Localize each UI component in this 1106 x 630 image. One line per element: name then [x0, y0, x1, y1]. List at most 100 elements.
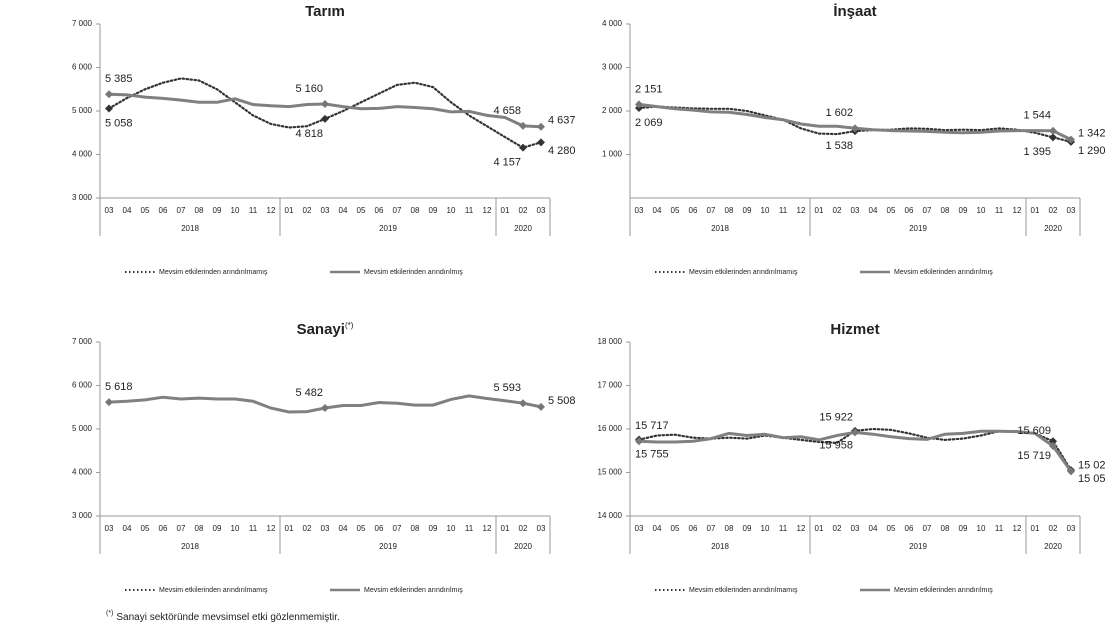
- x-tick-label: 12: [483, 206, 492, 215]
- x-tick-label: 11: [249, 524, 258, 533]
- x-tick-label: 03: [105, 206, 114, 215]
- point-marker: [1067, 467, 1075, 476]
- x-tick-label: 03: [851, 206, 860, 215]
- x-group-label: 2019: [909, 224, 927, 233]
- x-tick-label: 07: [707, 206, 716, 215]
- x-tick-label: 08: [411, 524, 420, 533]
- x-tick-label: 01: [501, 524, 510, 533]
- data-label: 2 151: [635, 83, 663, 95]
- chart-title-text: Hizmet: [830, 321, 879, 338]
- y-tick-label: 3 000: [72, 193, 93, 202]
- x-tick-label: 09: [959, 524, 968, 533]
- x-tick-label: 10: [231, 524, 240, 533]
- x-tick-label: 03: [105, 524, 114, 533]
- x-tick-label: 05: [887, 524, 896, 533]
- x-tick-label: 03: [1067, 206, 1076, 215]
- y-tick-label: 15 000: [598, 468, 623, 477]
- legend-label: Mevsim etkilerinden arındırılmamış: [159, 587, 268, 594]
- point-marker: [1067, 135, 1075, 144]
- data-label: 4 280: [548, 145, 576, 157]
- x-tick-label: 12: [267, 524, 276, 533]
- point-marker: [105, 90, 113, 99]
- point-marker: [321, 114, 329, 123]
- data-label: 4 658: [493, 105, 521, 117]
- y-tick-label: 7 000: [72, 337, 93, 346]
- data-label: 15 958: [819, 440, 853, 452]
- data-label: 15 025: [1078, 459, 1106, 471]
- x-tick-label: 10: [761, 206, 770, 215]
- footnote-text: Sanayi sektöründe mevsimsel etki gözlenm…: [116, 612, 339, 623]
- x-tick-label: 10: [761, 524, 770, 533]
- point-marker: [321, 404, 329, 413]
- x-tick-label: 10: [447, 206, 456, 215]
- x-tick-label: 03: [537, 524, 546, 533]
- point-marker: [537, 402, 545, 411]
- y-tick-label: 5 000: [72, 424, 93, 433]
- x-tick-label: 05: [357, 206, 366, 215]
- x-tick-label: 05: [671, 524, 680, 533]
- x-tick-label: 06: [159, 524, 168, 533]
- x-tick-label: 08: [941, 206, 950, 215]
- x-tick-label: 05: [141, 524, 150, 533]
- point-marker: [635, 100, 643, 109]
- data-label: 15 922: [819, 411, 853, 423]
- x-tick-label: 07: [707, 524, 716, 533]
- x-tick-label: 12: [1013, 524, 1022, 533]
- x-tick-label: 06: [905, 524, 914, 533]
- x-group-label: 2020: [514, 224, 532, 233]
- y-tick-label: 6 000: [72, 63, 93, 72]
- data-label: 2 069: [635, 117, 663, 129]
- x-tick-label: 01: [1031, 206, 1040, 215]
- y-tick-label: 4 000: [72, 150, 93, 159]
- x-tick-label: 09: [429, 206, 438, 215]
- point-marker: [537, 122, 545, 131]
- x-tick-label: 02: [519, 206, 528, 215]
- x-tick-label: 01: [1031, 524, 1040, 533]
- point-marker: [519, 121, 527, 130]
- x-tick-label: 11: [249, 206, 258, 215]
- x-group-label: 2018: [181, 224, 199, 233]
- x-tick-label: 12: [797, 524, 806, 533]
- x-group-label: 2019: [909, 542, 927, 551]
- x-tick-label: 02: [833, 524, 842, 533]
- x-tick-label: 11: [995, 524, 1004, 533]
- y-tick-label: 17 000: [598, 381, 623, 390]
- x-tick-label: 09: [213, 524, 222, 533]
- x-tick-label: 08: [411, 206, 420, 215]
- point-marker: [321, 100, 329, 109]
- x-group-label: 2019: [379, 542, 397, 551]
- point-marker: [519, 399, 527, 408]
- data-label: 5 160: [295, 83, 323, 95]
- legend-label: Mevsim etkilerinden arındırılmamış: [689, 269, 798, 276]
- data-label: 1 538: [825, 140, 853, 152]
- point-marker: [1049, 133, 1057, 142]
- data-label: 5 482: [295, 387, 323, 399]
- y-tick-label: 3 000: [72, 511, 93, 520]
- x-tick-label: 08: [941, 524, 950, 533]
- legend-label: Mevsim etkilerinden arındırılmış: [894, 587, 993, 594]
- data-label: 15 719: [1017, 450, 1051, 462]
- legend-label: Mevsim etkilerinden arındırılmış: [364, 587, 463, 594]
- x-tick-label: 03: [851, 524, 860, 533]
- x-group-label: 2019: [379, 224, 397, 233]
- x-tick-label: 07: [393, 206, 402, 215]
- x-tick-label: 01: [501, 206, 510, 215]
- y-tick-label: 3 000: [602, 63, 623, 72]
- x-tick-label: 02: [833, 206, 842, 215]
- x-tick-label: 04: [869, 524, 878, 533]
- title-note: (*): [345, 321, 354, 330]
- point-marker: [105, 398, 113, 407]
- data-label: 15 055: [1078, 473, 1106, 485]
- x-tick-label: 02: [1049, 524, 1058, 533]
- x-tick-label: 07: [177, 524, 186, 533]
- x-tick-label: 04: [339, 206, 348, 215]
- x-group-label: 2018: [181, 542, 199, 551]
- x-tick-label: 02: [1049, 206, 1058, 215]
- chart-title: Hizmet: [830, 321, 879, 338]
- x-tick-label: 02: [519, 524, 528, 533]
- chart-panel: Tarım 3 000 4 000 5 000 6 000 7 000 03 04 05 06 07…: [72, 3, 576, 276]
- point-marker: [851, 124, 859, 133]
- point-marker: [635, 437, 643, 446]
- data-label: 5 508: [548, 395, 576, 407]
